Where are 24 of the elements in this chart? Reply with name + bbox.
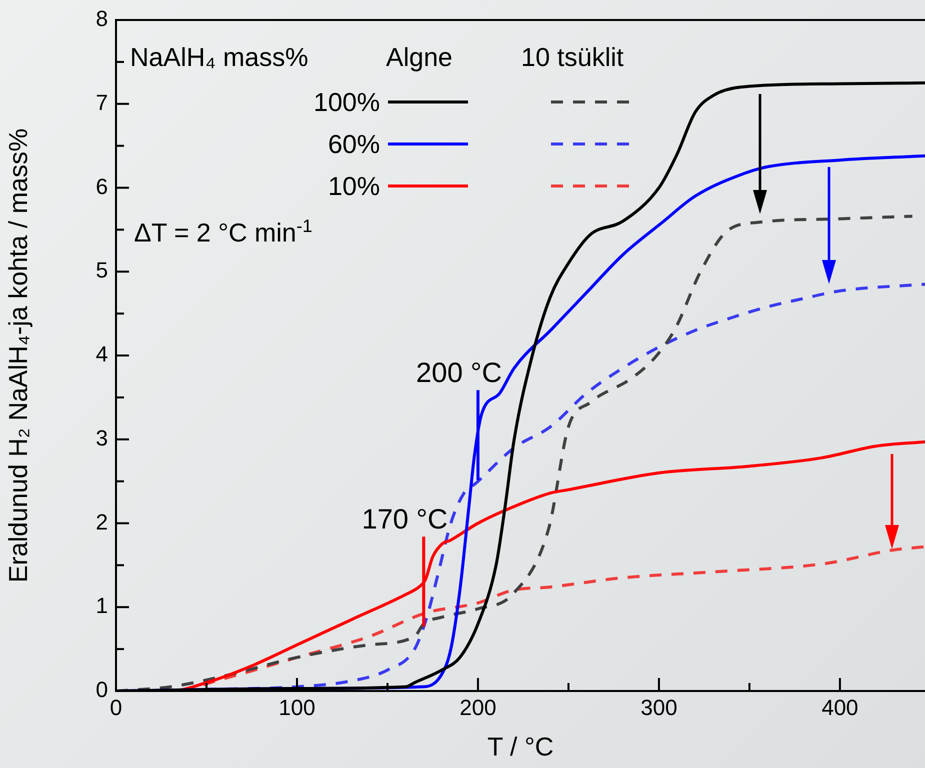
x-tick-label: 400 <box>822 695 858 720</box>
annotation: 10 tsüklit <box>521 40 625 74</box>
ref-line-label: 200 °C <box>416 357 502 388</box>
x-tick-label: 100 <box>278 695 316 720</box>
y-tick-label: 7 <box>96 90 108 115</box>
legend-label: 10% <box>326 170 381 202</box>
legend-label: 60% <box>326 128 381 160</box>
annotation: Algne <box>386 40 454 74</box>
y-tick-label: 0 <box>96 677 108 702</box>
y-tick-label: 8 <box>96 6 108 32</box>
x-axis-title: T / °C <box>487 732 554 762</box>
y-tick-label: 6 <box>96 174 108 199</box>
ref-line-label: 170 °C <box>362 504 448 535</box>
y-tick-label: 5 <box>96 258 108 283</box>
annotation: ΔT = 2 °C min$^{-1}$ <box>134 216 312 249</box>
x-tick-label: 200 <box>460 695 496 720</box>
y-tick-label: 3 <box>96 425 108 450</box>
y-tick-label: 4 <box>96 342 108 367</box>
y-axis-title: Eraldunud H₂ NaAlH₄-ja kohta / mass% <box>2 128 33 583</box>
y-tick-label: 2 <box>96 509 108 534</box>
y-tick-label: 1 <box>96 593 108 618</box>
legend-label: 100% <box>312 86 381 118</box>
legend-title: NaAlH₄ mass% <box>130 40 310 74</box>
x-tick-label: 300 <box>640 695 678 720</box>
